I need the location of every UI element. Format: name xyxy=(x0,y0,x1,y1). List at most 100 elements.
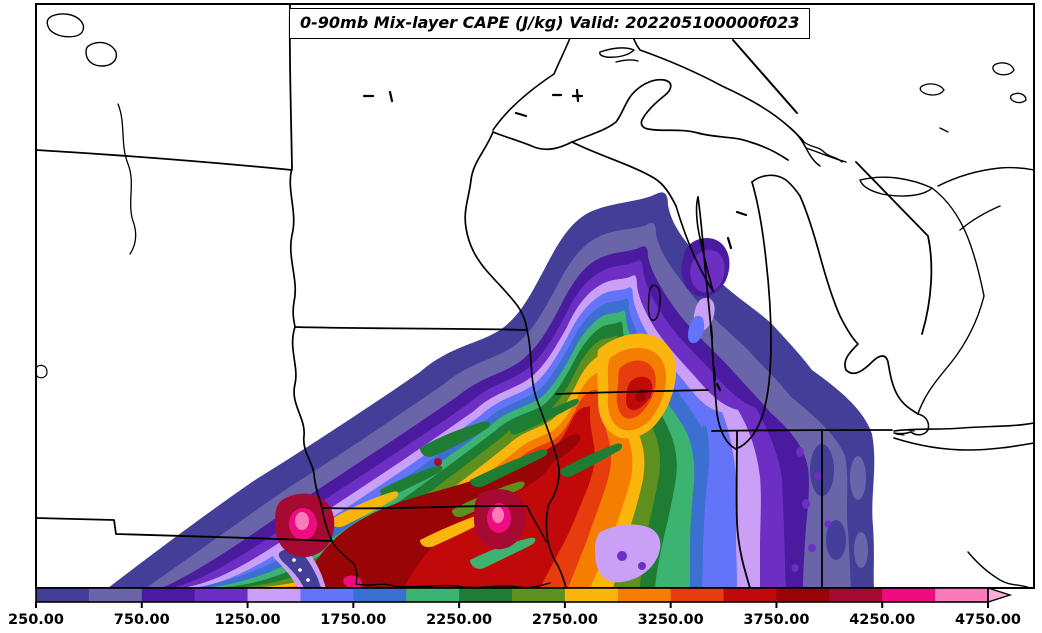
colorbar-segment-0 xyxy=(36,588,90,602)
border-canada-superior xyxy=(732,39,798,114)
colorbar-segment-16 xyxy=(882,588,936,602)
colorbar-tick-label: 750.00 xyxy=(114,612,170,628)
small-lake-west xyxy=(36,364,48,379)
contour-patch-49 xyxy=(616,204,624,212)
border-canada-huron xyxy=(855,161,933,335)
river-des-moines xyxy=(526,505,547,543)
erie-islands xyxy=(895,429,915,436)
colorbar-tick-label: 3750.00 xyxy=(743,612,809,628)
contour-patch-19 xyxy=(638,562,646,570)
colorbar-segment-11 xyxy=(617,588,672,602)
state-border-ia-mo xyxy=(321,504,528,510)
contour-patch-48 xyxy=(628,205,640,215)
coast-lake-michigan-west xyxy=(697,196,737,450)
contour-patch-12 xyxy=(470,537,536,569)
coast-superior-north-a xyxy=(492,37,571,131)
contour-patch-39 xyxy=(854,532,868,568)
coast-door-peninsula xyxy=(695,196,714,292)
cape-contour-field xyxy=(108,192,875,588)
state-border-mi-oh-in xyxy=(711,429,893,432)
colorbar-segment-15 xyxy=(829,588,883,602)
minnesota-lakes xyxy=(46,13,118,67)
colorbar-segment-5 xyxy=(300,588,354,602)
contour-patch-40 xyxy=(796,447,804,457)
state-border-il-in xyxy=(735,430,751,588)
colorbar-tick-labels: 250.00 750.00 1250.00 1750.00 2250.00 2750.00… xyxy=(8,602,1021,628)
colorbar-segment-17 xyxy=(935,588,989,602)
state-border-wi-mi xyxy=(571,141,677,207)
river-mississippi-ia-il xyxy=(526,329,567,588)
contour-patch-8 xyxy=(470,449,548,488)
contour-patch-18 xyxy=(617,551,627,561)
contour-patch-38 xyxy=(850,456,866,500)
contour-patch-35 xyxy=(688,315,705,344)
colorbar-tick-label: 1250.00 xyxy=(215,612,281,628)
colorbar-tick-label: 3250.00 xyxy=(638,612,704,628)
contour-patch-13 xyxy=(330,491,399,528)
colorbar xyxy=(35,587,1013,603)
colorbar-tick-label: 4750.00 xyxy=(955,612,1021,628)
colorbar-tick-label: 2750.00 xyxy=(532,612,598,628)
contour-patch-47 xyxy=(638,199,658,211)
contour-patch-37 xyxy=(826,520,846,560)
contour-patch-24 xyxy=(306,578,310,582)
coast-green-bay xyxy=(675,205,714,292)
coast-lake-michigan-east xyxy=(735,181,772,450)
manitoulin-north-channel xyxy=(805,147,933,197)
contour-patch-6 xyxy=(420,421,490,457)
contour-patch-22 xyxy=(292,558,296,562)
river-missouri-kc xyxy=(331,540,551,588)
colorbar-segment-6 xyxy=(353,588,407,602)
contour-patch-43 xyxy=(824,520,832,528)
contour-patch-5 xyxy=(516,434,581,475)
river-mississippi-upper xyxy=(464,131,528,331)
contour-patch-45 xyxy=(791,564,799,572)
lake-st-clair-detroit xyxy=(893,413,930,436)
colorbar-segment-9 xyxy=(512,588,566,602)
contour-patch-42 xyxy=(802,499,810,509)
colorbar-segment-3 xyxy=(194,588,249,602)
coast-superior-west xyxy=(492,131,573,151)
colorbar-segment-1 xyxy=(88,588,143,602)
state-border-mn-ia xyxy=(294,326,528,331)
contour-patch-16 xyxy=(645,393,651,399)
colorbar-segment-13 xyxy=(723,588,777,602)
contour-patch-10 xyxy=(560,443,623,478)
colorbar-segment-10 xyxy=(564,588,619,602)
contour-patch-9 xyxy=(380,465,443,498)
contour-patch-7 xyxy=(510,398,579,435)
georgian-bay xyxy=(931,166,1034,297)
coast-erie-north xyxy=(893,422,1034,432)
colorbar-segment-2 xyxy=(141,588,196,602)
coast-huron-southeast xyxy=(917,295,985,415)
colorbar-segment-8 xyxy=(459,588,513,602)
map-title: 0-90mb Mix-layer CAPE (J/kg) Valid: 2022… xyxy=(289,8,811,39)
contour-patch-41 xyxy=(814,472,822,480)
colorbar-tick-label: 1750.00 xyxy=(320,612,386,628)
contour-patch-27 xyxy=(295,512,309,530)
colorbar-segment-4 xyxy=(247,588,301,602)
river-missouri-sd xyxy=(117,103,137,255)
river-ohio xyxy=(967,551,1031,588)
state-border-nd-sd xyxy=(36,149,293,171)
sault-channels xyxy=(787,125,843,167)
contour-patch-44 xyxy=(808,544,816,552)
colorbar-segment-14 xyxy=(776,588,830,602)
geography-outlines xyxy=(36,4,1034,588)
ontario-lakes xyxy=(919,62,1027,133)
lake-winnebago xyxy=(647,284,661,321)
contour-level-3750 xyxy=(302,455,553,588)
colorbar-tick-label: 250.00 xyxy=(8,612,64,628)
coast-huron-west-saginaw xyxy=(799,195,919,415)
contour-patch-23 xyxy=(298,568,302,572)
colorbar-tick-label: 2250.00 xyxy=(426,612,492,628)
river-big-sioux xyxy=(289,167,297,328)
colorbar-outline xyxy=(35,587,989,603)
hatch-dashes xyxy=(362,88,748,392)
isle-royale xyxy=(599,47,639,63)
colorbar-tick-label: 4250.00 xyxy=(849,612,915,628)
state-border-wi-il xyxy=(555,389,709,395)
contour-patch-46 xyxy=(783,483,789,489)
